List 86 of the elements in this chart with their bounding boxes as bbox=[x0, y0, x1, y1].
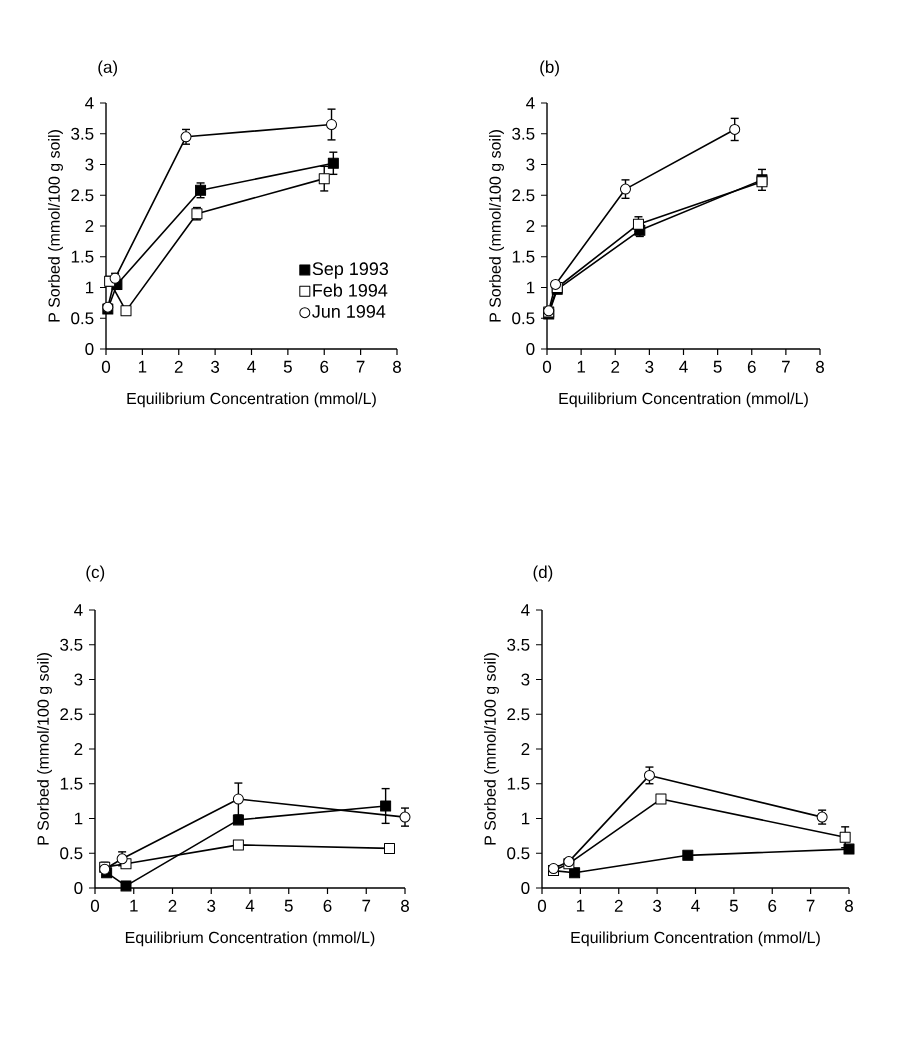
x-tick-label: 8 bbox=[845, 899, 853, 912]
x-axis-title: Equilibrium Concentration (mmol/L) bbox=[571, 931, 820, 947]
y-tick-label: 3.5 bbox=[512, 127, 535, 140]
x-tick-label: 5 bbox=[729, 899, 738, 912]
y-tick-label: 0 bbox=[521, 881, 530, 895]
chart-title: (a) bbox=[98, 60, 118, 77]
x-axis-title: Equilibrium Concentration (mmol/L) bbox=[125, 931, 375, 947]
y-tick-label: 2 bbox=[74, 743, 83, 755]
x-tick-label: 3 bbox=[207, 899, 216, 912]
y-tick-label: 4 bbox=[74, 604, 83, 616]
x-tick-label: 0 bbox=[537, 899, 547, 912]
chart-title: (d) bbox=[533, 565, 553, 582]
x-tick-label: 7 bbox=[806, 899, 815, 912]
x-tick-label: 4 bbox=[245, 899, 255, 912]
x-axis-title: Equilibrium Concentration (mmol/L) bbox=[559, 392, 808, 408]
y-tick-label: 4 bbox=[526, 97, 535, 109]
x-tick-label: 5 bbox=[284, 899, 293, 912]
y-tick-label: 3 bbox=[85, 158, 94, 171]
x-tick-label: 8 bbox=[816, 360, 824, 373]
y-tick-label: 3.5 bbox=[71, 127, 94, 140]
x-tick-label: 8 bbox=[401, 899, 409, 912]
x-axis-title: Equilibrium Concentration (mmol/L) bbox=[127, 392, 376, 408]
y-tick-label: 4 bbox=[521, 604, 530, 616]
x-tick-label: 7 bbox=[782, 360, 790, 373]
x-tick-label: 3 bbox=[645, 360, 654, 373]
y-tick-label: 3.5 bbox=[507, 638, 530, 651]
y-tick-label: 0.5 bbox=[512, 312, 535, 325]
x-tick-label: 5 bbox=[713, 360, 722, 373]
legend-label: Feb 1994 bbox=[313, 283, 388, 297]
chart-title: (c) bbox=[86, 565, 105, 582]
y-tick-label: 2 bbox=[521, 743, 530, 755]
x-tick-label: 6 bbox=[320, 360, 329, 373]
x-tick-label: 6 bbox=[747, 360, 756, 373]
x-tick-label: 2 bbox=[168, 899, 177, 912]
y-tick-label: 3 bbox=[521, 673, 530, 686]
y-tick-label: 3.5 bbox=[60, 638, 83, 651]
y-axis-title: P Sorbed (mmol/100 g soil) bbox=[48, 130, 63, 322]
x-tick-label: 4 bbox=[247, 360, 256, 373]
x-tick-label: 0 bbox=[542, 360, 552, 373]
y-tick-label: 2.5 bbox=[60, 708, 83, 721]
x-tick-label: 1 bbox=[576, 899, 585, 912]
y-tick-label: 0.5 bbox=[507, 847, 530, 860]
y-tick-label: 1.5 bbox=[507, 777, 530, 790]
y-axis-title: P Sorbed (mmol/100 g soil) bbox=[37, 653, 52, 845]
x-tick-label: 0 bbox=[101, 360, 111, 373]
y-tick-label: 3 bbox=[74, 673, 83, 686]
y-tick-label: 1 bbox=[526, 281, 535, 294]
y-tick-label: 2 bbox=[526, 220, 535, 232]
y-tick-label: 4 bbox=[85, 97, 94, 109]
x-tick-label: 1 bbox=[130, 899, 138, 912]
y-tick-label: 1 bbox=[85, 281, 94, 294]
y-tick-label: 2.5 bbox=[507, 708, 530, 721]
y-tick-label: 1.5 bbox=[60, 777, 83, 790]
y-tick-label: 3 bbox=[526, 158, 535, 171]
x-tick-label: 2 bbox=[614, 899, 623, 912]
x-tick-label: 2 bbox=[174, 360, 183, 373]
x-tick-label: 7 bbox=[356, 360, 365, 373]
x-tick-label: 1 bbox=[138, 360, 147, 373]
x-tick-label: 7 bbox=[362, 899, 371, 912]
x-tick-label: 8 bbox=[393, 360, 401, 373]
legend-label: Sep 1993 bbox=[312, 262, 389, 279]
y-tick-label: 1.5 bbox=[71, 250, 94, 263]
y-tick-label: 1 bbox=[521, 812, 530, 825]
x-tick-label: 4 bbox=[691, 899, 700, 912]
x-tick-label: 6 bbox=[323, 899, 332, 912]
y-tick-label: 1 bbox=[74, 812, 83, 825]
x-tick-label: 6 bbox=[768, 899, 777, 912]
y-tick-label: 0 bbox=[74, 881, 83, 895]
x-tick-label: 2 bbox=[611, 360, 620, 373]
x-tick-label: 3 bbox=[653, 899, 662, 912]
x-tick-label: 5 bbox=[283, 360, 292, 373]
x-tick-label: 1 bbox=[577, 360, 586, 373]
y-axis-title: P Sorbed (mmol/100 g soil) bbox=[484, 653, 499, 845]
y-tick-label: 0 bbox=[85, 342, 94, 356]
y-tick-label: 2.5 bbox=[71, 189, 94, 202]
legend-label: Jun 1994 bbox=[312, 305, 386, 318]
y-tick-label: 1.5 bbox=[512, 250, 535, 263]
y-tick-label: 0.5 bbox=[60, 847, 83, 860]
y-axis-title: P Sorbed (mmol/100 g soil) bbox=[489, 130, 504, 322]
y-tick-label: 2 bbox=[85, 220, 94, 232]
x-tick-label: 3 bbox=[211, 360, 220, 373]
chart-title: (b) bbox=[540, 60, 559, 77]
x-tick-label: 4 bbox=[679, 360, 688, 373]
y-tick-label: 0 bbox=[526, 342, 535, 356]
y-tick-label: 0.5 bbox=[71, 312, 94, 325]
y-tick-label: 2.5 bbox=[512, 189, 535, 202]
